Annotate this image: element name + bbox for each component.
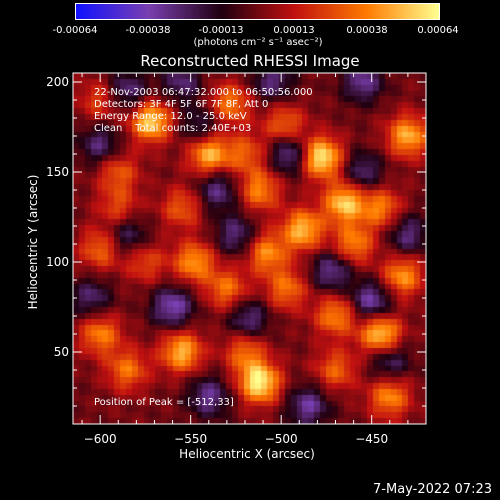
y-axis-label: Heliocentric Y (arcsec) bbox=[26, 174, 40, 310]
y-axis: 50 100 150 200 bbox=[46, 75, 426, 407]
energy-range-label: Energy Range: 12.0 - 25.0 keV bbox=[94, 111, 247, 122]
x-tick-label: −500 bbox=[265, 432, 298, 446]
total-counts-label: Clean Total counts: 2.40E+03 bbox=[94, 123, 252, 134]
colorbar-tick-label: -0.00064 bbox=[52, 25, 98, 36]
x-axis-label: Heliocentric X (arcsec) bbox=[179, 447, 315, 461]
x-tick-label: −600 bbox=[84, 432, 117, 446]
x-tick-label: −450 bbox=[355, 432, 388, 446]
x-tick-label: −550 bbox=[174, 432, 207, 446]
heatmap-image bbox=[73, 73, 426, 424]
colorbar-tick-label: -0.00013 bbox=[198, 25, 244, 36]
colorbar-tick-label: 0.00064 bbox=[417, 25, 459, 36]
y-tick-label: 50 bbox=[54, 345, 69, 359]
colorbar-tick-label: 0.00038 bbox=[346, 25, 388, 36]
colorbar bbox=[75, 3, 440, 20]
colorbar-tick-label: 0.00013 bbox=[273, 25, 315, 36]
colorbar-tick-label: -0.00038 bbox=[125, 25, 171, 36]
plot-frame bbox=[72, 72, 427, 425]
chart-title: Reconstructed RHESSI Image bbox=[140, 52, 360, 70]
colorbar-units: (photons cm⁻² s⁻¹ asec⁻²) bbox=[193, 37, 323, 48]
y-tick-label: 150 bbox=[46, 165, 69, 179]
x-axis: −600 −550 −500 −450 bbox=[81, 73, 427, 446]
y-tick-label: 200 bbox=[46, 75, 69, 89]
timestamp: 7-May-2022 07:23 bbox=[373, 482, 492, 497]
peak-position-label: Position of Peak = [-512,33] bbox=[94, 397, 234, 408]
y-tick-label: 100 bbox=[46, 255, 69, 269]
detectors-label: Detectors: 3F 4F 5F 6F 7F 8F, Att 0 bbox=[94, 99, 269, 110]
observation-time-label: 22-Nov-2003 06:47:32.000 to 06:50:56.000 bbox=[94, 87, 313, 98]
